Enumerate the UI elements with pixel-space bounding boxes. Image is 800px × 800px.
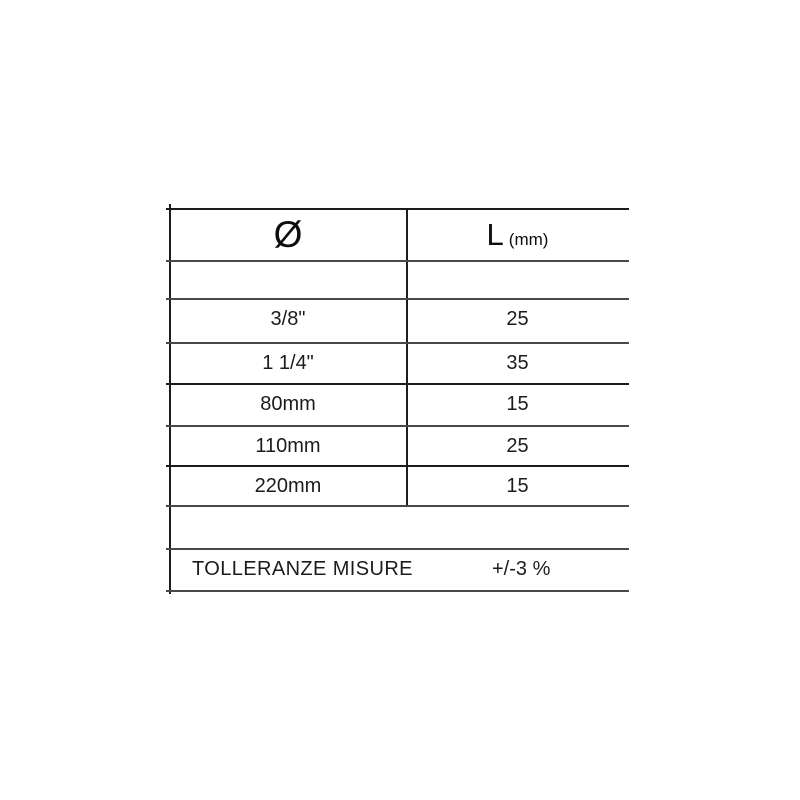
cell-length: 15 xyxy=(506,474,529,497)
column-header-length-unit: (mm) xyxy=(508,229,549,249)
tolerance-row: TOLLERANZE MISURE +/-3 % xyxy=(170,548,629,590)
table-header-row: Ø L (mm) xyxy=(170,208,629,260)
cell-diameter: 3/8" xyxy=(270,307,306,330)
table-rule-top xyxy=(166,208,629,210)
column-header-diameter: Ø xyxy=(170,216,406,253)
table-spacer-row-bottom xyxy=(170,505,629,543)
table-rule-row-4 xyxy=(166,465,629,467)
table-rule-spacer-bottom xyxy=(166,298,629,300)
table-left-border xyxy=(169,204,171,594)
table-row: 80mm 15 xyxy=(170,383,629,425)
cell-length: 15 xyxy=(506,392,529,415)
cell-length: 35 xyxy=(506,351,529,374)
table-rule-bottom xyxy=(166,590,629,592)
cell-diameter: 220mm xyxy=(254,474,322,497)
table-rule-row-2 xyxy=(166,383,629,385)
tolerance-label: TOLLERANZE MISURE xyxy=(192,557,413,580)
diameter-icon: Ø xyxy=(273,213,303,255)
table-row: 110mm 25 xyxy=(170,425,629,467)
specification-table: Ø L (mm) 3/8" 25 1 1/4" 35 80mm 15 110mm… xyxy=(166,204,629,594)
table-rule-row-3 xyxy=(166,425,629,427)
cell-length: 25 xyxy=(506,307,529,330)
cell-diameter: 1 1/4" xyxy=(262,351,314,374)
table-rule-header-bottom xyxy=(166,260,629,262)
column-header-length: L (mm) xyxy=(406,219,629,250)
table-row: 1 1/4" 35 xyxy=(170,342,629,384)
cell-diameter: 110mm xyxy=(255,434,321,457)
table-column-divider xyxy=(406,208,408,505)
table-rule-row-5 xyxy=(166,505,629,507)
cell-diameter: 80mm xyxy=(260,392,316,415)
table-row: 3/8" 25 xyxy=(170,298,629,340)
column-header-length-symbol: L xyxy=(486,216,504,252)
table-row: 220mm 15 xyxy=(170,465,629,507)
tolerance-value: +/-3 % xyxy=(492,557,551,580)
table-rule-row-1 xyxy=(166,342,629,344)
cell-length: 25 xyxy=(506,434,529,457)
table-spacer-row-top xyxy=(170,260,629,298)
table-rule-footer-top xyxy=(166,548,629,550)
